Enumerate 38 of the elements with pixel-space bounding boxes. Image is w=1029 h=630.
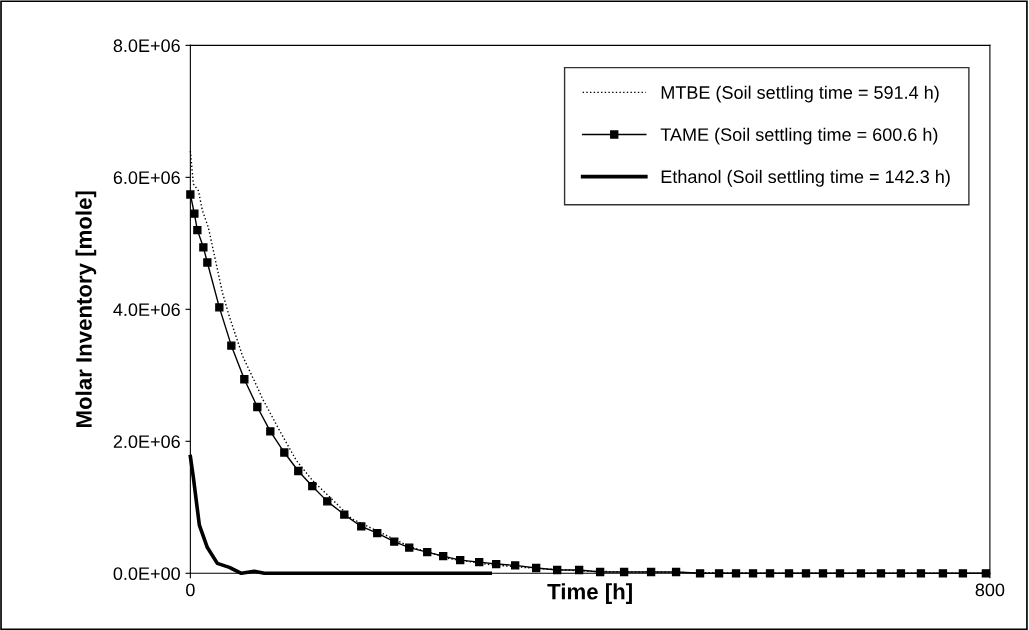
- point: [308, 482, 317, 491]
- point: [186, 190, 195, 199]
- point: [294, 466, 303, 476]
- point: [357, 522, 366, 531]
- y-tick-label: 4.0E+06: [113, 303, 180, 317]
- y-axis-title: Molar Inventory [mole]: [75, 191, 97, 427]
- point: [199, 243, 208, 252]
- y-tick-label: 8.0E+06: [113, 39, 180, 53]
- x-axis-title: Time [h]: [547, 583, 632, 604]
- legend-label: MTBE (Soil settling time = 591.4 h): [661, 85, 939, 103]
- y-tick-label: 0.0E+00: [113, 567, 180, 581]
- point: [405, 543, 414, 552]
- point: [253, 402, 262, 412]
- point: [456, 555, 465, 565]
- point: [492, 559, 501, 569]
- point: [190, 209, 199, 218]
- point: [373, 528, 382, 538]
- point: [531, 563, 541, 573]
- point: [323, 497, 332, 506]
- point: [390, 537, 399, 546]
- legend-label: TAME (Soil settling time = 600.6 h): [660, 127, 938, 145]
- legend-label: Ethanol (Soil settling time = 142.3 h): [661, 169, 950, 187]
- point: [511, 561, 520, 570]
- point: [475, 557, 484, 567]
- point: [340, 510, 349, 519]
- point: [203, 258, 212, 267]
- point: [439, 551, 448, 561]
- point: [240, 375, 249, 384]
- x-tick-label: 0: [186, 583, 195, 597]
- point: [227, 341, 236, 350]
- point: [193, 225, 202, 235]
- x-tick-label: 800: [975, 583, 1005, 597]
- point: [280, 448, 289, 457]
- y-tick-label: 6.0E+06: [113, 171, 180, 185]
- point: [423, 548, 432, 557]
- point: [215, 303, 224, 312]
- point: [266, 427, 275, 436]
- y-tick-label: 2.0E+06: [113, 435, 180, 449]
